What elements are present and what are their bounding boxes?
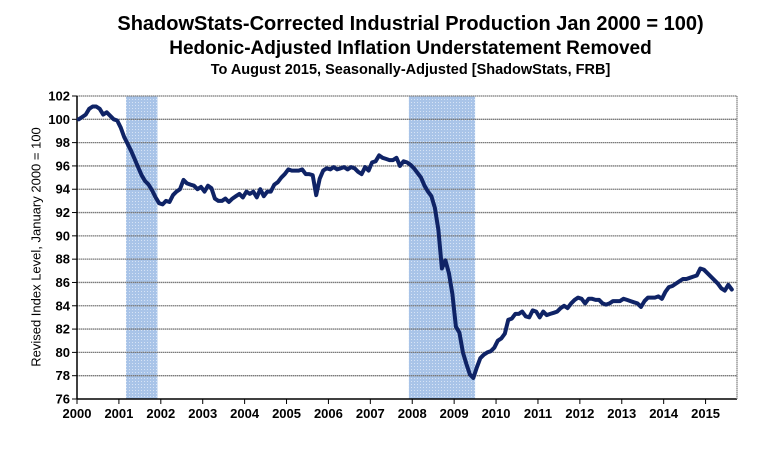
x-tick-label: 2006 [314, 406, 343, 421]
x-tick-label: 2005 [272, 406, 301, 421]
x-tick-label: 2008 [398, 406, 427, 421]
chart-subtitle-source: To August 2015, Seasonally-Adjusted [Sha… [210, 62, 611, 78]
x-tick-label: 2001 [104, 406, 133, 421]
x-ticks: 2000 2001 2002 2003 2004 2005 2006 2007 2008 2009… [63, 399, 720, 421]
y-tick-label: 100 [48, 112, 70, 127]
chart-subtitle: Hedonic-Adjusted Inflation Understatemen… [169, 38, 652, 59]
y-tick-label: 76 [56, 392, 70, 407]
x-tick-label: 2015 [691, 406, 720, 421]
x-tick-label: 2000 [63, 406, 92, 421]
y-tick-label: 102 [48, 89, 70, 104]
x-tick-label: 2003 [188, 406, 217, 421]
x-tick-label: 2004 [230, 406, 260, 421]
y-tick-label: 82 [56, 322, 70, 337]
y-tick-label: 90 [56, 228, 70, 243]
x-tick-label: 2012 [565, 406, 594, 421]
y-tick-label: 80 [56, 345, 70, 360]
x-tick-label: 2010 [482, 406, 511, 421]
y-tick-label: 94 [56, 182, 71, 197]
y-tick-label: 96 [56, 158, 70, 173]
x-tick-label: 2009 [440, 406, 469, 421]
x-tick-label: 2002 [146, 406, 175, 421]
x-tick-label: 2011 [524, 406, 552, 421]
series-line [76, 104, 734, 380]
recession-band [126, 96, 158, 399]
gridlines [77, 95, 737, 377]
axes [76, 96, 738, 400]
y-tick-label: 88 [56, 252, 70, 267]
x-tick-label: 2013 [607, 406, 636, 421]
y-tick-label: 86 [56, 275, 70, 290]
series-group [76, 104, 734, 380]
x-tick-label: 2007 [356, 406, 385, 421]
y-tick-label: 84 [56, 298, 71, 313]
y-ticks: 76 78 80 82 84 86 88 90 92 94 96 98 100 102 [48, 89, 77, 407]
y-tick-label: 78 [56, 368, 70, 383]
y-tick-label: 98 [56, 135, 70, 150]
y-tick-label: 92 [56, 205, 70, 220]
x-tick-label: 2014 [649, 406, 679, 421]
recession-bands [126, 96, 476, 399]
chart-title: ShadowStats-Corrected Industrial Product… [117, 13, 704, 35]
